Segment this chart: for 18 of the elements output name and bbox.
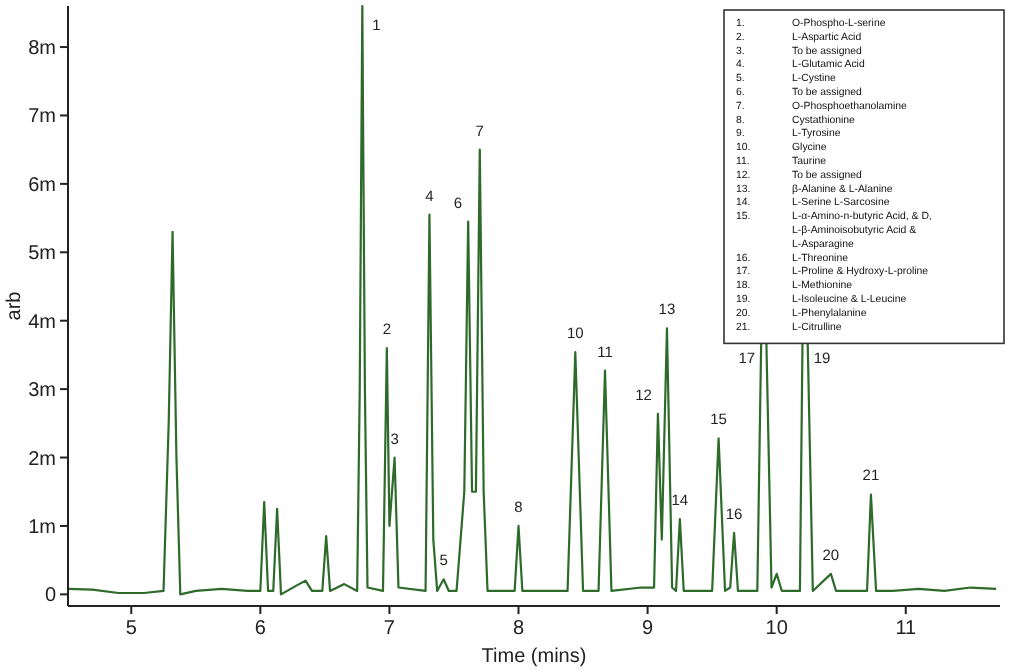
- y-tick-label: 4m: [28, 311, 56, 334]
- x-tick-label: 6: [254, 618, 267, 640]
- y-tick-label: 8m: [28, 38, 56, 61]
- y-tick-label: 0: [44, 585, 57, 608]
- y-axis-title: arb: [4, 290, 26, 321]
- y-tick-label: 1m: [28, 516, 56, 539]
- x-tick-label: 8: [512, 618, 525, 640]
- x-tick-label: 11: [895, 618, 918, 640]
- x-axis-title: Time (mins): [481, 646, 587, 668]
- y-tick-label: 7m: [28, 106, 56, 129]
- x-tick-label: 7: [383, 618, 396, 640]
- y-tick-label: 2m: [28, 448, 56, 471]
- x-tick-label: 5: [125, 618, 138, 640]
- x-tick-label: 10: [765, 618, 789, 640]
- x-tick-label: 9: [642, 618, 655, 640]
- y-tick-label: 5m: [28, 243, 56, 266]
- y-tick-label: 3m: [28, 380, 56, 403]
- y-tick-label: 6m: [28, 174, 56, 197]
